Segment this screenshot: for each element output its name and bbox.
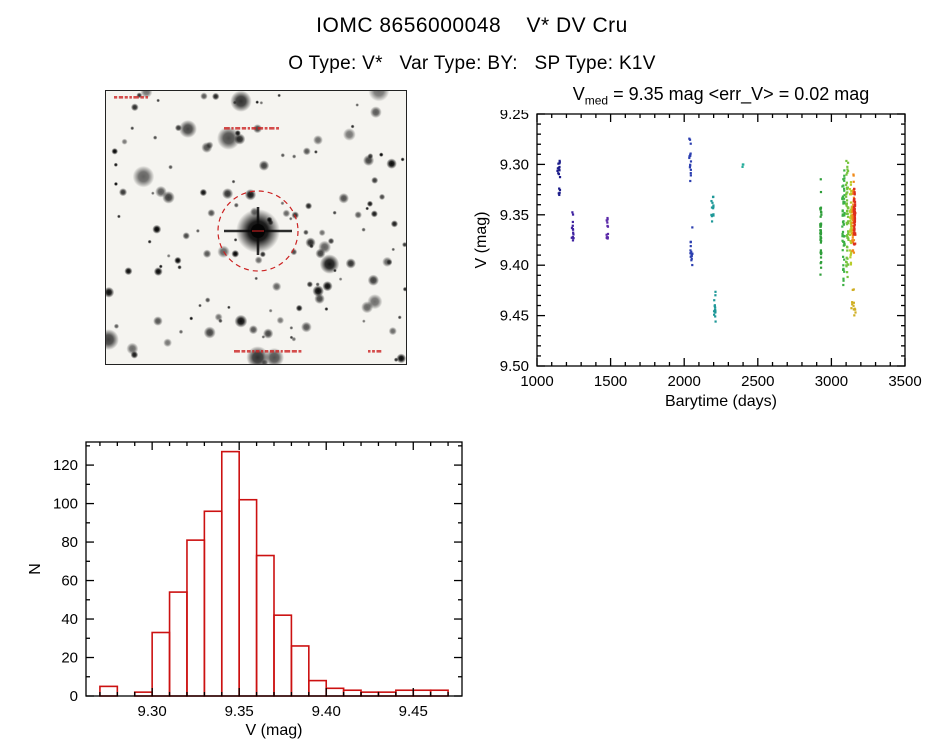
svg-text:0: 0 [70,688,78,705]
target-circle [217,190,299,272]
svg-text:9.45: 9.45 [500,308,529,325]
svg-text:2500: 2500 [741,373,774,390]
histogram-bar [325,687,345,697]
svg-text:40: 40 [61,611,78,628]
histogram-bar [186,539,206,697]
point-cluster [848,181,853,266]
point-cluster [741,163,745,168]
svg-text:9.40: 9.40 [312,703,341,720]
lightcurve-title-subscript: med [584,93,609,108]
point-cluster [845,159,850,279]
histogram-bar [99,685,119,697]
histogram-bar [429,689,449,697]
target-star [224,207,292,255]
histogram-bar [290,645,310,697]
svg-text:1500: 1500 [594,373,627,390]
svg-text:9.50: 9.50 [500,358,529,375]
histogram-axes [85,441,463,697]
svg-text:80: 80 [61,534,78,551]
page-subtitle: O Type: V* Var Type: BY: SP Type: K1V [288,53,656,74]
svg-text:9.45: 9.45 [399,703,428,720]
histogram-bar [203,510,223,697]
svg-text:20: 20 [61,650,78,667]
histogram-bar [168,591,188,697]
lightcurve-panel: Vmed = 9.35 mag <err_V> = 0.02 mag 1000 1… [470,84,934,417]
red-annotations [114,96,382,353]
svg-text:9.25: 9.25 [500,110,529,123]
svg-text:9.40: 9.40 [500,257,529,274]
svg-text:3000: 3000 [815,373,848,390]
star-field [106,91,406,364]
point-cluster [689,226,694,267]
point-cluster [605,216,610,240]
svg-text:N: N [27,563,44,575]
point-cluster [556,159,562,179]
lightcurve-title-var: V [572,84,585,104]
lightcurve-title: Vmed = 9.35 mag <err_V> = 0.02 mag [537,84,905,110]
finding-chart-image [105,90,407,365]
point-cluster [850,288,857,317]
lightcurve-axis-labels: 1000 1500 2000 2500 3000 3500 9.25 9.30 9.35 9.40… [473,106,922,410]
point-cluster [712,290,717,323]
histogram-bar [238,498,258,697]
histogram-bar [412,689,432,697]
histogram-bar [220,450,240,697]
svg-text:V (mag): V (mag) [246,722,303,739]
svg-text:120: 120 [53,457,78,474]
svg-text:1000: 1000 [520,373,553,390]
point-cluster [819,178,823,276]
svg-text:V (mag): V (mag) [473,212,490,269]
histogram-bar [395,689,415,697]
histogram-axis-labels: 9.30 9.35 9.40 9.45 0 20 40 60 80 100 120 V (mag) N [27,457,428,739]
histogram-bar [151,631,171,697]
svg-text:Barytime (days): Barytime (days) [665,393,777,410]
point-cluster [841,169,846,287]
histogram-bar [273,614,293,697]
lightcurve-axes [536,113,906,367]
histogram-bar [308,679,328,697]
svg-text:9.35: 9.35 [225,703,254,720]
point-cluster [852,187,857,246]
histogram-bar [342,689,362,697]
point-cluster [570,211,575,242]
histogram-plot: 9.30 9.35 9.40 9.45 0 20 40 60 80 100 120 V (mag) N [27,441,463,739]
point-cluster [710,195,715,223]
svg-text:2000: 2000 [668,373,701,390]
svg-text:9.35: 9.35 [500,207,529,224]
point-cluster [688,137,693,183]
histogram-bars [99,450,449,697]
svg-text:9.30: 9.30 [138,703,167,720]
lightcurve-points [556,137,857,323]
lightcurve-plot: 1000 1500 2000 2500 3000 3500 9.25 9.30 9.35 9.40… [473,106,922,410]
point-cluster [557,187,562,197]
svg-text:60: 60 [61,573,78,590]
histogram-bar [255,554,275,697]
page-title: IOMC 8656000048 V* DV Cru [316,14,628,37]
svg-text:3500: 3500 [888,373,921,390]
svg-text:100: 100 [53,496,78,513]
lightcurve-title-value: = 9.35 mag <err_V> = 0.02 mag [608,84,870,104]
svg-text:9.30: 9.30 [500,156,529,173]
